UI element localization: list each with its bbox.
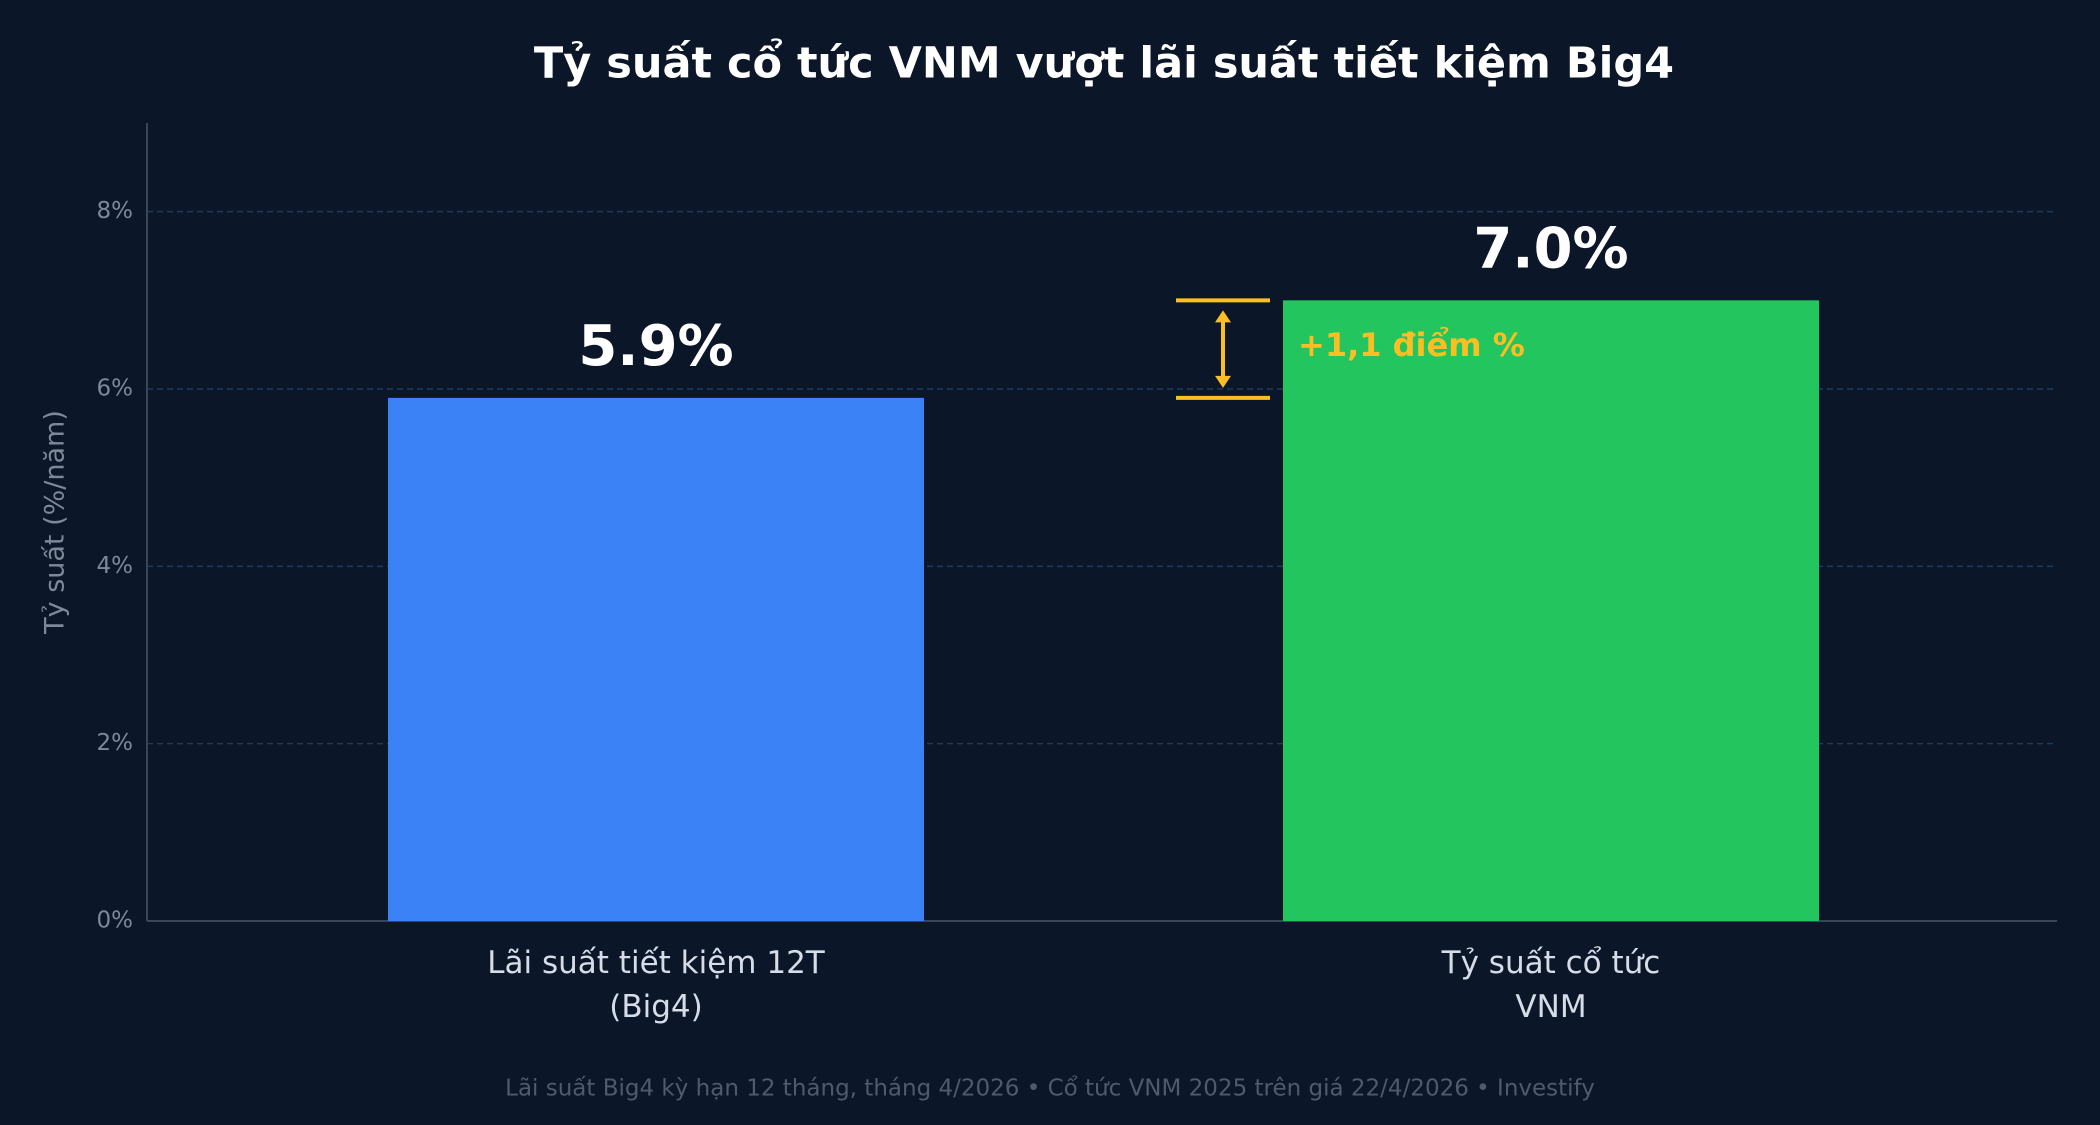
bar	[1283, 300, 1819, 921]
bar	[388, 397, 924, 921]
x-tick-label: Lãi suất tiết kiệm 12T (Big4)	[487, 945, 825, 1025]
arrow-head-down	[1215, 375, 1231, 388]
y-tick-label: 4%	[97, 553, 134, 579]
annotation: +1,1 điểm %	[1298, 326, 1525, 364]
value-label: 5.9%	[578, 314, 733, 379]
y-tick-label: 0%	[97, 908, 134, 934]
value-label: 7.0%	[1473, 216, 1628, 281]
y-tick-label: 2%	[97, 730, 134, 756]
y-tick-label: 8%	[97, 198, 134, 224]
y-tick-label: 6%	[97, 376, 134, 402]
chart-title: Tỷ suất cổ tức VNM vượt lãi suất tiết ki…	[534, 38, 1674, 89]
footnote: Lãi suất Big4 kỳ hạn 12 tháng, tháng 4/2…	[505, 1076, 1595, 1102]
arrow-head-up	[1215, 310, 1231, 323]
y-axis-label: Tỷ suất (%/năm)	[40, 410, 71, 635]
x-tick-label: Tỷ suất cổ tức VNM	[1441, 945, 1661, 1025]
